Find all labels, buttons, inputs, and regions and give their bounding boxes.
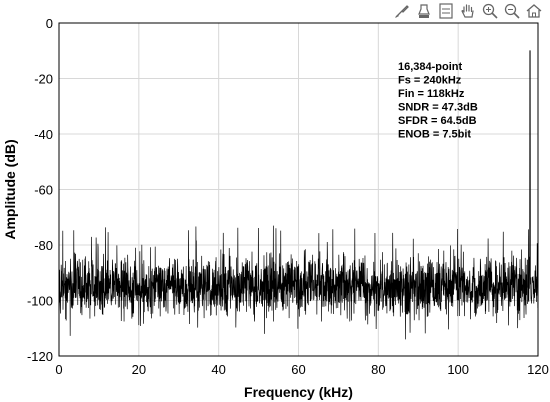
y-tick-label: -60: [34, 183, 53, 198]
x-axis-label: Frequency (kHz): [244, 384, 353, 400]
y-tick-label: 0: [46, 16, 53, 31]
x-tick-label: 20: [132, 362, 146, 377]
tick-labels: 0 20 40 60 80 100 120 0 -20 -40 -60 -80 -100 -120: [27, 16, 549, 377]
x-tick-label: 60: [291, 362, 305, 377]
y-tick-label: -100: [27, 294, 53, 309]
plot-frame: [58, 22, 539, 357]
y-tick-label: -120: [27, 349, 53, 364]
y-tick-label: -20: [34, 72, 53, 87]
annotation-line: Fin = 118kHz: [398, 88, 465, 100]
y-axis-label: Amplitude (dB): [2, 139, 18, 239]
x-tick-label: 120: [527, 362, 549, 377]
figure-toolbar: [392, 1, 544, 21]
y-tick-label: -80: [34, 238, 53, 253]
annotation-line: ENOB = 7.5bit: [398, 129, 471, 141]
pan-icon[interactable]: [458, 1, 478, 21]
zoom-out-icon[interactable]: [502, 1, 522, 21]
annotation-line: Fs = 240kHz: [398, 75, 462, 87]
x-tick-label: 100: [447, 362, 469, 377]
spectrum-trace: [58, 50, 539, 340]
edit-icon[interactable]: [414, 1, 434, 21]
legend-icon[interactable]: [436, 1, 456, 21]
annotation-line: SFDR = 64.5dB: [398, 115, 477, 127]
home-icon[interactable]: [524, 1, 544, 21]
spectrum-trace-group: [58, 50, 539, 340]
x-tick-label: 80: [371, 362, 385, 377]
y-tick-label: -40: [34, 127, 53, 142]
annotation-line: SNDR = 47.3dB: [398, 102, 478, 114]
annotation-line: 16,384-point: [398, 61, 463, 73]
x-tick-label: 40: [211, 362, 225, 377]
zoom-in-icon[interactable]: [480, 1, 500, 21]
x-tick-label: 0: [55, 362, 62, 377]
brush-icon[interactable]: [392, 1, 412, 21]
